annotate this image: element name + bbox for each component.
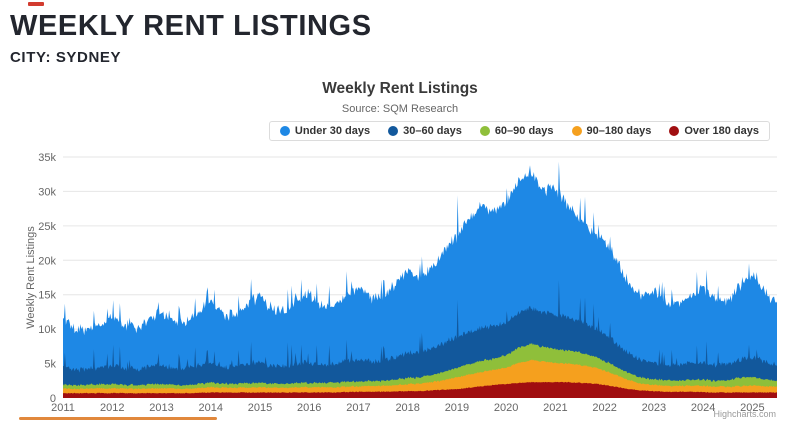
legend-label: 60–90 days	[494, 125, 554, 137]
highcharts-credit[interactable]: Highcharts.com	[713, 409, 776, 419]
legend-label: 30–60 days	[403, 125, 462, 137]
chart-subtitle: Source: SQM Research	[341, 103, 459, 115]
legend-marker-icon	[279, 126, 290, 136]
y-tick-label: 35k	[38, 152, 56, 164]
legend-item-3[interactable]: 60–90 days	[479, 125, 554, 137]
x-tick-label: 2015	[248, 402, 272, 414]
x-tick-label: 2016	[297, 402, 321, 414]
y-tick-label: 0	[50, 393, 56, 405]
accent-dash	[28, 2, 44, 6]
y-tick-label: 30k	[38, 186, 56, 198]
chart-title: Weekly Rent Listings	[322, 80, 478, 97]
legend-item-5[interactable]: Over 180 days	[669, 125, 759, 137]
legend-marker-icon	[669, 126, 680, 136]
x-tick-label: 2012	[100, 402, 124, 414]
legend-item-1[interactable]: Under 30 days	[279, 125, 371, 137]
x-tick-label: 2025	[740, 402, 764, 414]
legend-marker-icon	[571, 126, 582, 136]
x-tick-label: 2020	[494, 402, 518, 414]
page-subheading: CITY: SYDNEY	[10, 49, 122, 66]
legend: Under 30 days 30–60 days 60–90 days 90–180 …	[268, 121, 770, 141]
legend-label: Over 180 days	[684, 125, 759, 137]
x-tick-label: 2011	[51, 402, 75, 414]
legend-label: 90–180 days	[586, 125, 652, 137]
legend-item-2[interactable]: 30–60 days	[388, 125, 462, 137]
page-heading: WEEKLY RENT LISTINGS	[10, 10, 372, 42]
x-tick-label: 2024	[691, 402, 715, 414]
y-tick-label: 20k	[38, 255, 56, 267]
legend-label: Under 30 days	[294, 125, 371, 137]
legend-marker-icon	[388, 126, 399, 136]
area-series-5	[63, 381, 777, 398]
bottom-rule	[19, 417, 217, 420]
y-axis-title: Weekly Rent Listings	[25, 226, 37, 329]
x-tick-label: 2017	[346, 402, 370, 414]
y-tick-label: 5k	[44, 359, 56, 371]
x-tick-label: 2018	[395, 402, 419, 414]
y-tick-label: 10k	[38, 324, 56, 336]
x-tick-label: 2021	[543, 402, 567, 414]
legend-item-4[interactable]: 90–180 days	[571, 125, 652, 137]
x-tick-label: 2014	[198, 402, 222, 414]
x-tick-label: 2019	[445, 402, 469, 414]
y-tick-label: 25k	[38, 221, 56, 233]
x-tick-label: 2023	[642, 402, 666, 414]
legend-marker-icon	[479, 126, 490, 136]
x-tick-label: 2022	[592, 402, 616, 414]
y-tick-label: 15k	[38, 290, 56, 302]
x-tick-label: 2013	[149, 402, 173, 414]
